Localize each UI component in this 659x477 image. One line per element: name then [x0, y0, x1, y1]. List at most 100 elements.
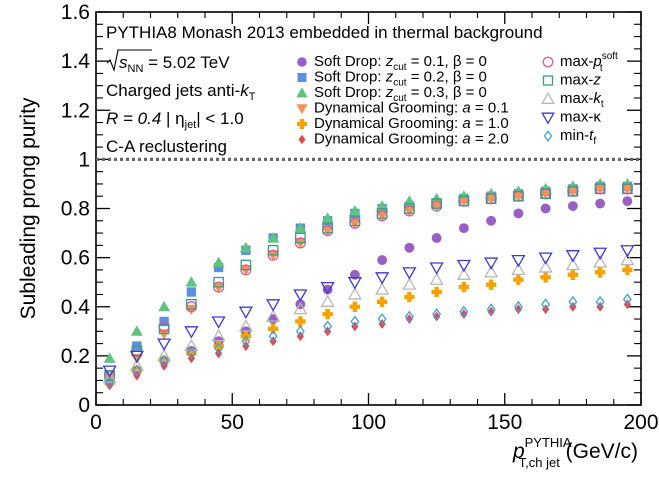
- series-4: [103, 184, 634, 384]
- data-point: [211, 316, 226, 329]
- data-point: [267, 231, 280, 243]
- data-point: [375, 272, 390, 285]
- series-6: [105, 299, 632, 391]
- data-point: [375, 282, 390, 295]
- data-point: [186, 287, 197, 297]
- data-point: [622, 183, 633, 195]
- series-11: [105, 293, 632, 389]
- data-point: [538, 252, 553, 265]
- data-point: [513, 274, 524, 285]
- data-point: [377, 255, 388, 266]
- data-point: [459, 305, 469, 318]
- sqrt-sign: [106, 49, 152, 72]
- legend-label: max-psoft t: [560, 51, 618, 74]
- legend-marker: [542, 56, 554, 68]
- data-point: [511, 254, 526, 268]
- data-point: [622, 264, 633, 276]
- legend-label: Dynamical Grooming: a = 0.1: [314, 100, 509, 117]
- data-point: [429, 262, 444, 275]
- legend-marker: [298, 134, 306, 145]
- data-point: [431, 286, 442, 298]
- data-point: [321, 212, 334, 223]
- data-point: [513, 300, 523, 313]
- y-tick-label: 0.4: [61, 296, 91, 319]
- data-point: [540, 272, 551, 283]
- data-point: [484, 265, 499, 278]
- data-point: [430, 192, 443, 204]
- data-point: [405, 314, 414, 324]
- info-line-reclustering: C-A reclustering: [106, 137, 227, 156]
- series-1: [104, 196, 633, 386]
- data-point: [431, 233, 442, 243]
- info-line-jets: Charged jets anti-kT: [106, 81, 256, 103]
- data-point: [565, 250, 580, 263]
- data-point: [487, 306, 495, 317]
- data-point: [159, 354, 169, 367]
- data-point: [214, 342, 224, 355]
- data-point: [484, 257, 499, 270]
- legend-marker: [543, 130, 553, 142]
- data-point: [431, 198, 442, 209]
- y-tick-label: 1.4: [61, 50, 91, 73]
- data-point: [456, 259, 471, 273]
- data-point: [458, 195, 470, 207]
- data-point: [267, 250, 280, 262]
- data-point: [404, 242, 415, 253]
- data-point: [185, 304, 198, 316]
- info-line-energy: sNN = 5.02 TeV: [119, 53, 230, 75]
- data-point: [376, 208, 388, 219]
- data-point: [238, 306, 253, 319]
- data-point: [294, 238, 307, 249]
- data-point: [184, 326, 199, 339]
- y-tick-label: 1.2: [61, 99, 90, 122]
- data-point: [320, 294, 335, 307]
- data-point: [295, 316, 306, 327]
- y-tick-label: 0: [78, 394, 90, 417]
- legend-label: max-κ: [560, 109, 601, 126]
- data-point: [158, 323, 170, 335]
- y-tick-label: 0.2: [61, 345, 90, 368]
- data-point: [103, 352, 116, 363]
- data-point: [102, 370, 117, 384]
- data-point: [594, 183, 606, 195]
- data-point: [213, 340, 224, 352]
- data-point: [240, 259, 252, 271]
- data-point: [403, 206, 416, 217]
- data-point: [430, 201, 443, 213]
- data-point: [186, 298, 197, 310]
- data-point: [239, 241, 252, 253]
- data-point: [294, 222, 307, 233]
- y-tick-label: 0.6: [61, 247, 90, 270]
- data-point: [513, 190, 524, 202]
- x-tick-label: 100: [351, 411, 386, 434]
- legend-label: Soft Drop: zcut = 0.2, β = 0: [314, 69, 487, 89]
- data-point: [404, 203, 415, 214]
- legend-marker: [296, 87, 308, 98]
- data-point: [293, 289, 308, 302]
- legend-marker: [541, 91, 555, 104]
- data-point: [456, 267, 471, 280]
- y-tick-label: 1: [78, 148, 90, 171]
- data-point: [567, 201, 578, 211]
- data-point: [513, 208, 524, 219]
- data-point: [349, 301, 361, 312]
- data-point: [568, 295, 578, 308]
- data-point: [349, 215, 361, 227]
- data-point: [157, 338, 172, 351]
- series-7: [104, 183, 633, 382]
- series-3: [103, 177, 634, 363]
- data-point: [593, 255, 608, 268]
- data-point: [540, 203, 551, 214]
- data-point: [541, 298, 551, 311]
- data-point: [485, 194, 498, 205]
- data-point: [540, 188, 551, 200]
- legend-label: max-z: [560, 72, 601, 89]
- x-tick-label: 150: [487, 411, 522, 434]
- data-point: [376, 211, 389, 222]
- data-point: [295, 325, 305, 338]
- data-point: [185, 276, 198, 287]
- data-point: [105, 376, 115, 389]
- data-point: [238, 319, 253, 332]
- data-point: [620, 252, 635, 266]
